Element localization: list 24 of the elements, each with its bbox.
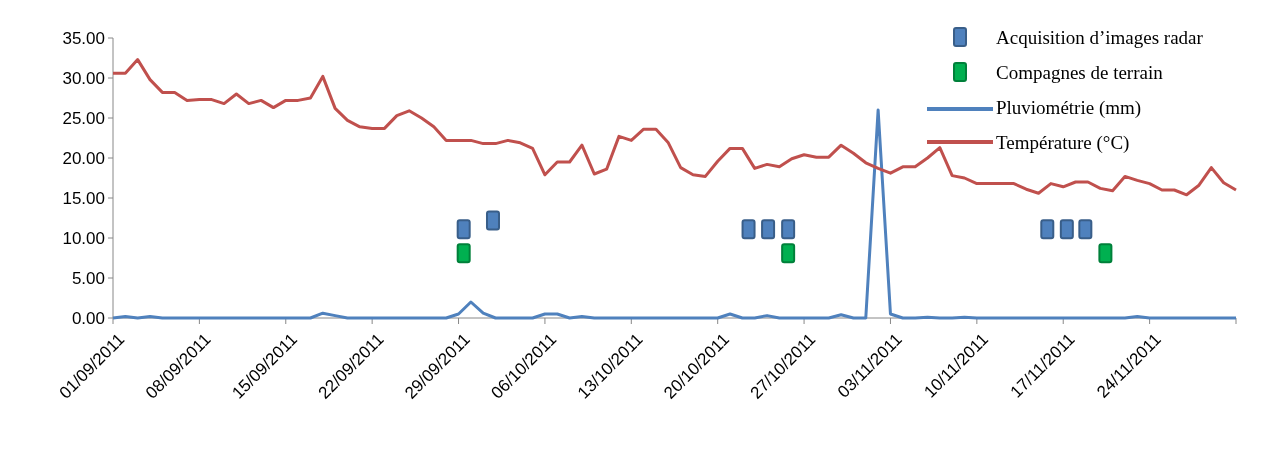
point — [485, 210, 500, 231]
y-tick-label: 30.00 — [62, 68, 105, 88]
legend-label: Compagnes de terrain — [996, 61, 1164, 83]
point — [456, 219, 471, 240]
point — [1098, 243, 1113, 264]
line-series — [111, 58, 1238, 197]
point — [1078, 219, 1093, 240]
point — [456, 243, 471, 264]
legend-label: Pluviométrie (mm) — [996, 96, 1142, 119]
point — [781, 243, 796, 264]
point — [1040, 219, 1055, 240]
y-tick-label: 5.00 — [71, 268, 105, 288]
point — [761, 219, 776, 240]
legend-label: Température (°C) — [996, 131, 1130, 154]
y-tick-label: 20.00 — [62, 148, 105, 168]
legend-label: Acquisition d’images radar — [996, 26, 1204, 48]
y-tick-label: 0.00 — [71, 308, 105, 328]
y-tick-label: 25.00 — [62, 108, 105, 128]
y-tick-label: 35.00 — [62, 28, 105, 48]
y-tick-label: 15.00 — [62, 188, 105, 208]
point — [781, 219, 796, 240]
point — [1059, 219, 1074, 240]
point — [741, 219, 756, 240]
y-tick-label: 10.00 — [62, 228, 105, 248]
